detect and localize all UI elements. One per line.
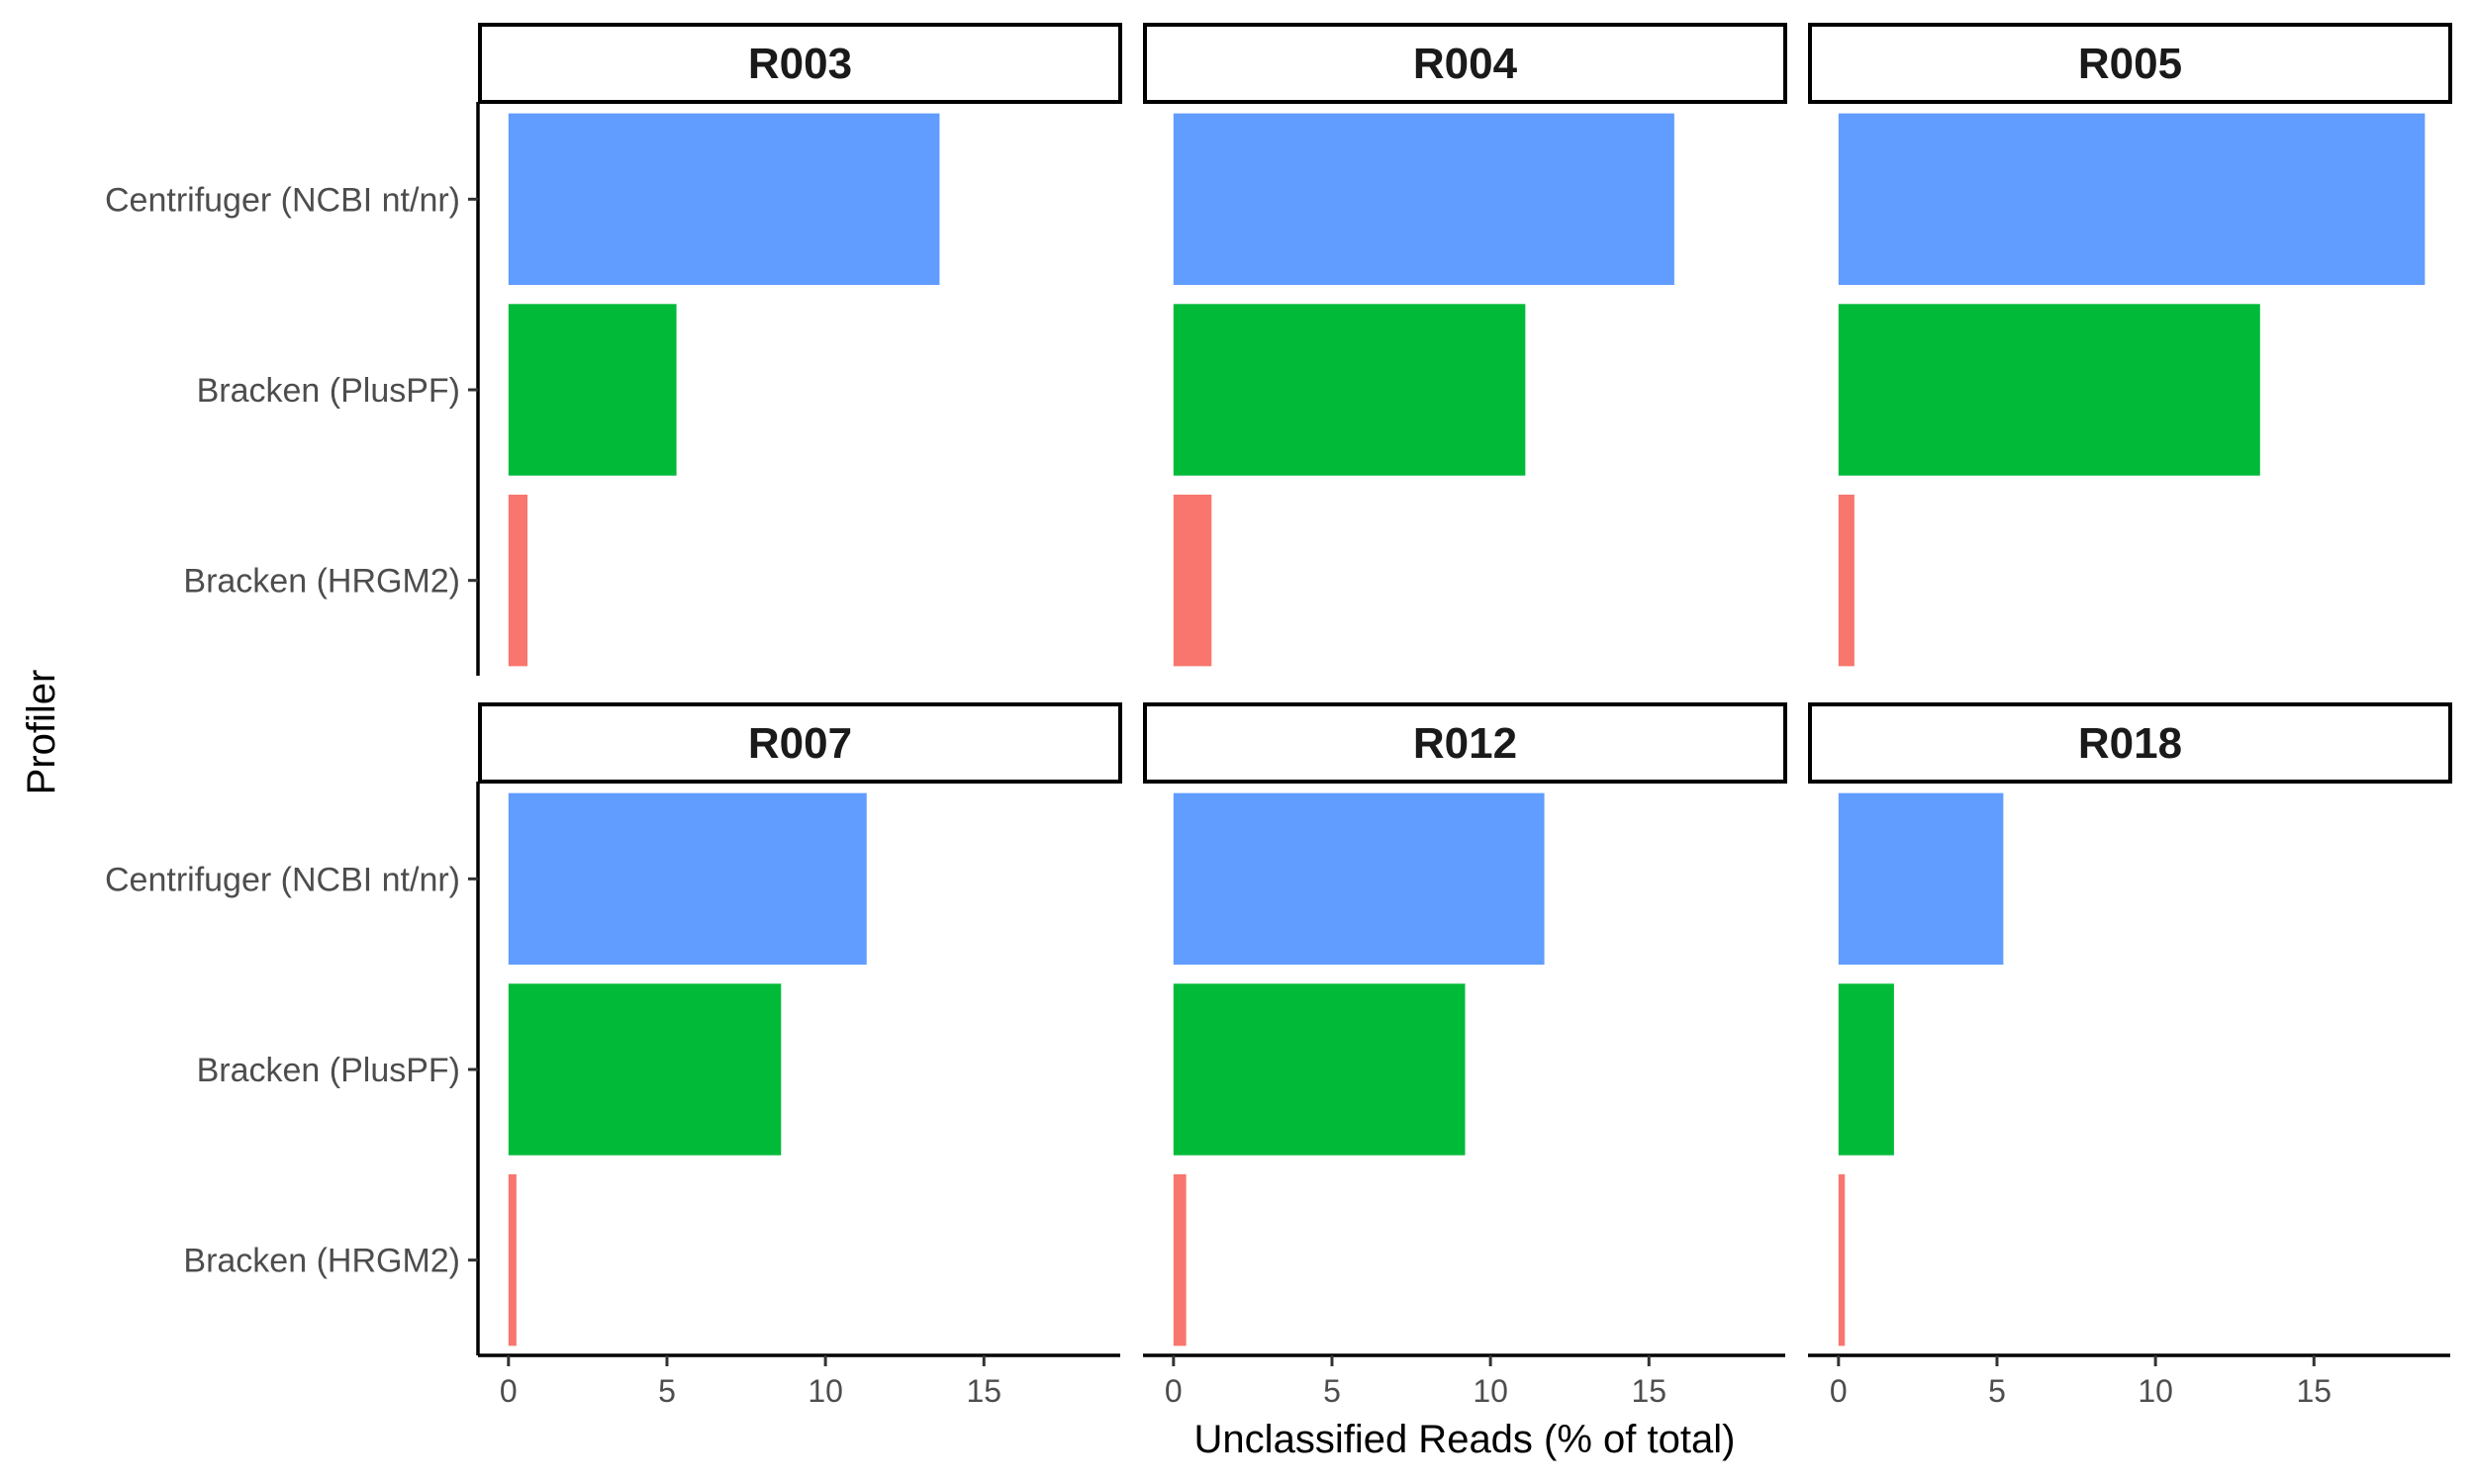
bar bbox=[1173, 494, 1212, 667]
x-tick-label: 5 bbox=[1988, 1373, 2006, 1409]
facet-strip bbox=[478, 23, 1122, 104]
x-tick-label: 0 bbox=[1165, 1373, 1183, 1409]
bar bbox=[508, 792, 867, 966]
bar bbox=[1173, 1173, 1187, 1346]
x-tick-label: 0 bbox=[1830, 1373, 1848, 1409]
y-tick-label: Bracken (HRGM2) bbox=[183, 1243, 460, 1280]
facet-strip-label: R003 bbox=[748, 40, 852, 88]
bar bbox=[1838, 792, 2004, 966]
y-tick-label: Centrifuger (NCBI nt/nr) bbox=[105, 861, 460, 898]
x-tick-label: 5 bbox=[658, 1373, 676, 1409]
bar bbox=[1173, 304, 1526, 476]
facet-strip bbox=[1808, 702, 2452, 784]
facet-panel-r005: R005 bbox=[1808, 23, 2452, 667]
x-tick-label: 5 bbox=[1323, 1373, 1341, 1409]
facet-strip bbox=[1143, 702, 1787, 784]
facet-panel-r007: R007 Centrifuger (NCBI nt/nr) Bracken (Plu… bbox=[105, 702, 1122, 1409]
facet-panel-r004: R004 bbox=[1143, 23, 1787, 667]
bar bbox=[508, 983, 782, 1156]
x-tick-label: 15 bbox=[966, 1373, 1001, 1409]
x-tick-label: 15 bbox=[2296, 1373, 2331, 1409]
bar bbox=[508, 494, 528, 667]
bar bbox=[508, 113, 940, 286]
x-tick-label: 10 bbox=[2138, 1373, 2173, 1409]
facet-strip-label: R007 bbox=[748, 719, 852, 768]
facet-panel-r012: R012 0 5 10 15 bbox=[1143, 702, 1787, 1409]
x-tick-label: 10 bbox=[1473, 1373, 1508, 1409]
y-tick-label: Bracken (PlusPF) bbox=[197, 372, 460, 410]
bar bbox=[1173, 113, 1674, 286]
x-tick-label: 0 bbox=[500, 1373, 518, 1409]
x-tick-label: 10 bbox=[808, 1373, 843, 1409]
bar bbox=[1838, 983, 1894, 1156]
facet-strip-label: R012 bbox=[1413, 719, 1517, 768]
bar bbox=[1838, 494, 1855, 667]
facet-strip bbox=[478, 702, 1122, 784]
bar bbox=[508, 1173, 517, 1346]
facet-strip bbox=[1808, 23, 2452, 104]
x-tick-label: 15 bbox=[1631, 1373, 1666, 1409]
x-axis-title: Unclassified Reads (% of total) bbox=[1194, 1418, 1736, 1461]
facet-panel-r018: R018 0 5 10 15 bbox=[1808, 702, 2452, 1409]
y-tick-label: Bracken (PlusPF) bbox=[197, 1052, 460, 1089]
bar bbox=[1173, 983, 1466, 1156]
bar bbox=[1838, 113, 2426, 286]
facet-strip-label: R005 bbox=[2078, 40, 2182, 88]
y-axis-title: Profiler bbox=[20, 670, 63, 795]
bar bbox=[1173, 792, 1545, 966]
bar bbox=[1838, 304, 2260, 476]
facet-strip-label: R004 bbox=[1413, 40, 1518, 88]
facet-panel-r003: R003 Centrifuger (NCBI nt/nr) Bracken (Plu… bbox=[105, 23, 1122, 676]
y-tick-label: Bracken (HRGM2) bbox=[183, 563, 460, 601]
bar bbox=[1838, 1173, 1846, 1346]
bar bbox=[508, 304, 677, 476]
y-tick-label: Centrifuger (NCBI nt/nr) bbox=[105, 181, 460, 219]
facet-strip-label: R018 bbox=[2078, 719, 2182, 768]
facet-strip bbox=[1143, 23, 1787, 104]
facet-panels: R003 Centrifuger (NCBI nt/nr) Bracken (Plu… bbox=[105, 23, 2452, 1409]
